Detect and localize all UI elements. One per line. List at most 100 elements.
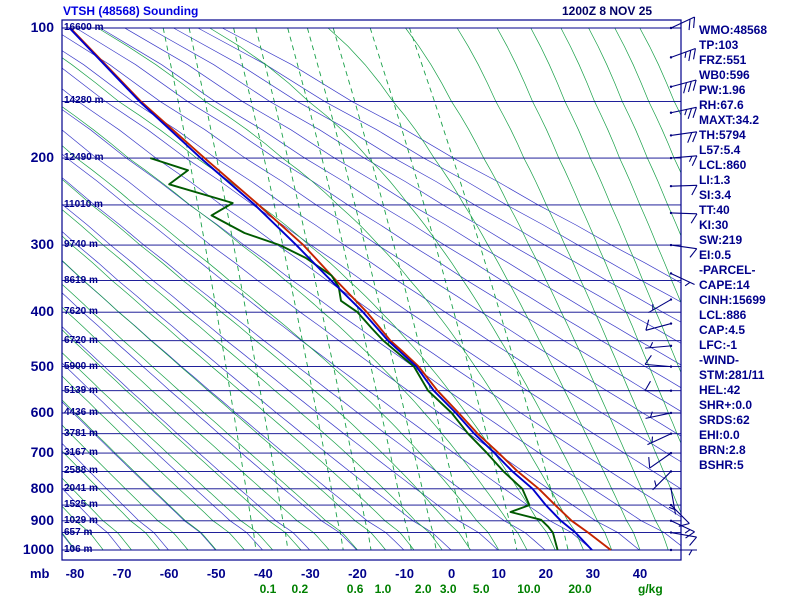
wind-barb (669, 155, 698, 167)
stat-line: EHI:0.0 (699, 428, 740, 442)
height-label: 7620 m (64, 306, 98, 318)
height-label: 8619 m (64, 274, 98, 286)
temp-tick-label: -70 (112, 566, 132, 581)
temp-tick-label: -20 (348, 566, 367, 581)
stat-line: FRZ:551 (699, 53, 747, 67)
stat-line: PW:1.96 (699, 83, 746, 97)
mixing-ratio-line (409, 27, 572, 551)
temp-tick-label: 40 (632, 566, 648, 581)
wind-barb (669, 184, 698, 196)
height-label: 2041 m (64, 482, 98, 494)
wind-barb (652, 470, 673, 491)
wind-barb (669, 531, 698, 546)
height-label: 3781 m (64, 427, 98, 439)
mixing-ratio-label: 3.0 (439, 582, 457, 596)
stat-line: TP:103 (699, 38, 739, 52)
stat-line: CAP:4.5 (699, 323, 746, 337)
temp-tick-label: -50 (206, 566, 226, 581)
stat-line: LI:1.3 (699, 173, 731, 187)
mixing-ratio-label: 1.0 (374, 582, 392, 596)
temp-tick-label: -40 (253, 566, 273, 581)
temp-tick-label: -10 (395, 566, 414, 581)
stat-line: KI:30 (699, 218, 729, 232)
height-label: 5900 m (64, 360, 98, 372)
height-label: 4436 m (64, 406, 98, 418)
pressure-tick-label: 1000 (22, 541, 54, 557)
stat-line: SW:219 (699, 233, 743, 247)
wind-barb (669, 503, 690, 527)
plot-border (61, 19, 682, 561)
stat-line: TT:40 (699, 203, 730, 217)
height-label: 657 m (64, 526, 93, 538)
temp-tick-label: -80 (65, 566, 85, 581)
stat-line: STM:281/11 (699, 368, 765, 382)
height-label: 3167 m (64, 447, 98, 459)
stat-line: BRN:2.8 (699, 443, 746, 457)
height-label: 1525 m (64, 499, 98, 511)
height-label: 12490 m (64, 152, 104, 164)
height-label: 5139 m (64, 384, 98, 396)
mixing-ratio-line (306, 27, 440, 551)
wind-barb (644, 380, 673, 392)
wind-barb (647, 432, 673, 446)
temp-tick-label: 30 (585, 566, 601, 581)
stat-line: CAPE:14 (699, 278, 750, 292)
grid-layer (62, 27, 681, 551)
pressure-tick-label: 400 (30, 303, 54, 320)
pressure-tick-label: 300 (30, 236, 54, 253)
mixing-ratio-label: 0.1 (259, 582, 277, 596)
chart-datetime: 1200Z 8 NOV 25 (562, 4, 653, 18)
dewpoint-curve (150, 157, 559, 551)
stat-line: LCL:860 (699, 158, 747, 172)
height-label: 1029 m (64, 514, 98, 526)
wind-barb (645, 411, 673, 419)
pressure-tick-label: 200 (30, 149, 54, 166)
wind-barb (669, 272, 695, 287)
stat-line: RH:67.6 (699, 98, 744, 112)
height-label: 6720 m (64, 334, 98, 346)
height-label: 14280 m (64, 95, 104, 107)
mixing-ratio-label: 2.0 (414, 582, 432, 596)
temp-tick-label: 0 (448, 566, 456, 581)
wind-barb (644, 355, 673, 368)
stat-line: HEL:42 (699, 383, 741, 397)
wind-barb (669, 106, 697, 120)
stat-line: BSHR:5 (699, 458, 744, 472)
temperature-curve (69, 27, 612, 551)
mixing-ratio-line (233, 27, 346, 551)
stat-line: CINH:15699 (699, 293, 766, 307)
pressure-tick-label: 900 (30, 511, 54, 528)
wind-barb (648, 298, 673, 314)
mixing-ratio-line (162, 27, 259, 551)
stat-line: L57:5.4 (699, 143, 741, 157)
height-label: 2588 m (64, 465, 98, 477)
pressure-tick-label: 800 (30, 479, 54, 496)
mixing-ratio-line (369, 27, 521, 551)
wind-barb (645, 319, 673, 331)
stat-line: EI:0.5 (699, 248, 732, 262)
stat-line: WB0:596 (699, 68, 750, 82)
temp-tick-label: -60 (159, 566, 179, 581)
wind-barb (645, 342, 673, 349)
stat-line: SHR+:0.0 (699, 398, 753, 412)
stat-line: LCL:886 (699, 308, 747, 322)
mixing-ratio-label: 0.6 (346, 582, 364, 596)
mixing-unit-label: g/kg (638, 582, 663, 596)
wind-barb (669, 47, 696, 62)
wind-barb (669, 131, 698, 143)
wind-barb (669, 211, 698, 224)
stat-line: -PARCEL- (699, 263, 756, 277)
mixing-ratio-line (332, 27, 473, 551)
stat-line: SI:3.4 (699, 188, 732, 202)
temp-tick-label: 20 (538, 566, 554, 581)
stat-line: SRDS:62 (699, 413, 750, 427)
mixing-ratio-label: 10.0 (517, 582, 541, 596)
wind-barb (648, 451, 673, 469)
stat-line: WMO:48568 (699, 23, 768, 37)
pressure-tick-label: 500 (30, 357, 54, 374)
wind-barb (669, 16, 696, 31)
mixing-ratio-label: 0.2 (291, 582, 309, 596)
stat-line: TH:5794 (699, 128, 746, 142)
pressure-tick-label: 100 (30, 19, 54, 35)
